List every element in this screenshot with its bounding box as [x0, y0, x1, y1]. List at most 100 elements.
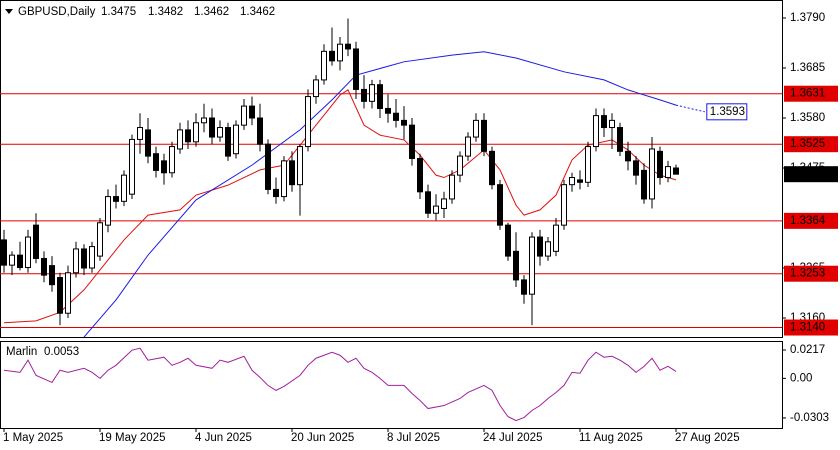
candle-body — [265, 143, 271, 190]
indicator-value: 0.0053 — [44, 346, 79, 358]
level-label-box — [784, 85, 838, 102]
level-label: 1.3631 — [790, 88, 825, 100]
candle-body — [257, 117, 263, 145]
candle-body — [577, 179, 583, 183]
level-label-box — [784, 265, 838, 282]
candle-body — [345, 43, 351, 50]
candle-body — [473, 119, 479, 138]
candle-body — [337, 43, 343, 62]
candle-body — [233, 124, 239, 155]
candle-body — [585, 146, 591, 183]
projection-label-box — [706, 103, 748, 121]
candle-body — [489, 150, 495, 186]
x-tick-label: 19 May 2025 — [99, 432, 166, 444]
candle-body — [297, 146, 303, 186]
candle-body — [457, 155, 463, 176]
candle-body — [273, 188, 279, 198]
candle-body — [281, 160, 287, 198]
candle-body — [353, 48, 359, 90]
candle-body — [433, 205, 439, 214]
candle-body — [545, 241, 551, 257]
candle-body — [497, 184, 503, 226]
close-label: 1.3462 — [240, 6, 275, 18]
candle-body — [449, 174, 455, 200]
candle-body — [521, 279, 527, 295]
candle-body — [185, 129, 191, 143]
indicator-tick-label: 0.00 — [790, 372, 812, 384]
candle-body — [49, 265, 55, 286]
candle-body — [417, 157, 423, 193]
candle-body — [33, 224, 39, 259]
candle-body — [145, 129, 151, 157]
x-tick-label: 8 Jul 2025 — [387, 432, 440, 444]
candle-body — [465, 136, 471, 157]
ma-projection — [675, 104, 705, 113]
candle-body — [241, 105, 247, 126]
level-label: 1.3525 — [790, 138, 825, 150]
candle-body — [513, 250, 519, 281]
main-pane-frame — [0, 0, 783, 338]
candle-body — [177, 129, 183, 150]
x-tick-label: 24 Jul 2025 — [483, 432, 542, 444]
candle-body — [129, 138, 135, 195]
candle-body — [41, 257, 47, 276]
candle-body — [89, 246, 95, 269]
candle-body — [193, 122, 199, 143]
candle-body — [657, 150, 663, 179]
candle-body — [617, 127, 623, 152]
level-label: 1.3140 — [790, 322, 825, 334]
candle-body — [361, 88, 367, 102]
level-label-box — [784, 212, 838, 229]
candle-body — [425, 191, 431, 214]
candle-body — [569, 177, 575, 186]
y-tick-label: 1.3685 — [790, 62, 825, 74]
moving-average — [3, 89, 677, 324]
projection-label: 1.3593 — [710, 106, 745, 118]
candle-body — [225, 127, 231, 157]
candle-body — [329, 50, 335, 62]
level-label-box — [784, 319, 838, 336]
candle-body — [169, 146, 175, 174]
candle-body — [249, 105, 255, 119]
candle-body — [553, 224, 559, 252]
candle-body — [505, 224, 511, 257]
candle-body — [369, 84, 375, 102]
symbol-label: GBPUSD,Daily — [18, 6, 96, 18]
moving-average — [83, 51, 677, 338]
candle-body — [201, 117, 207, 124]
indicator-tick-label: -0.0303 — [790, 412, 829, 424]
level-label: 1.3253 — [790, 268, 825, 280]
level-label: 1.3364 — [790, 215, 826, 227]
candle-body — [313, 79, 319, 98]
indicator-tick-label: 0.0217 — [790, 344, 825, 356]
low-label: 1.3462 — [194, 6, 229, 18]
candle-body — [121, 174, 127, 202]
high-label: 1.3482 — [148, 6, 183, 18]
x-tick-label: 20 Jun 2025 — [291, 432, 354, 444]
candle-body — [25, 236, 31, 269]
y-tick-label: 1.3580 — [790, 112, 825, 124]
candle-body — [537, 236, 543, 257]
candle-body — [65, 272, 71, 314]
candle-body — [9, 254, 15, 266]
candle-body — [625, 150, 631, 162]
current-price-box — [784, 166, 838, 183]
candle-body — [641, 169, 647, 200]
header-arrow — [5, 9, 13, 14]
candle-body — [1, 239, 7, 266]
candle-body — [601, 115, 607, 129]
candle-body — [673, 167, 679, 175]
candle-body — [561, 184, 567, 226]
candle-body — [393, 112, 399, 121]
candle-body — [81, 248, 87, 269]
candle-body — [153, 153, 159, 171]
candle-body — [57, 277, 63, 314]
level-label-box — [784, 136, 838, 153]
x-tick-label: 1 May 2025 — [3, 432, 63, 444]
candle-body — [17, 254, 23, 269]
candle-body — [481, 119, 487, 152]
candle-body — [305, 96, 311, 148]
candle-body — [97, 222, 103, 257]
current-price-label: 1.3462 — [790, 168, 825, 180]
